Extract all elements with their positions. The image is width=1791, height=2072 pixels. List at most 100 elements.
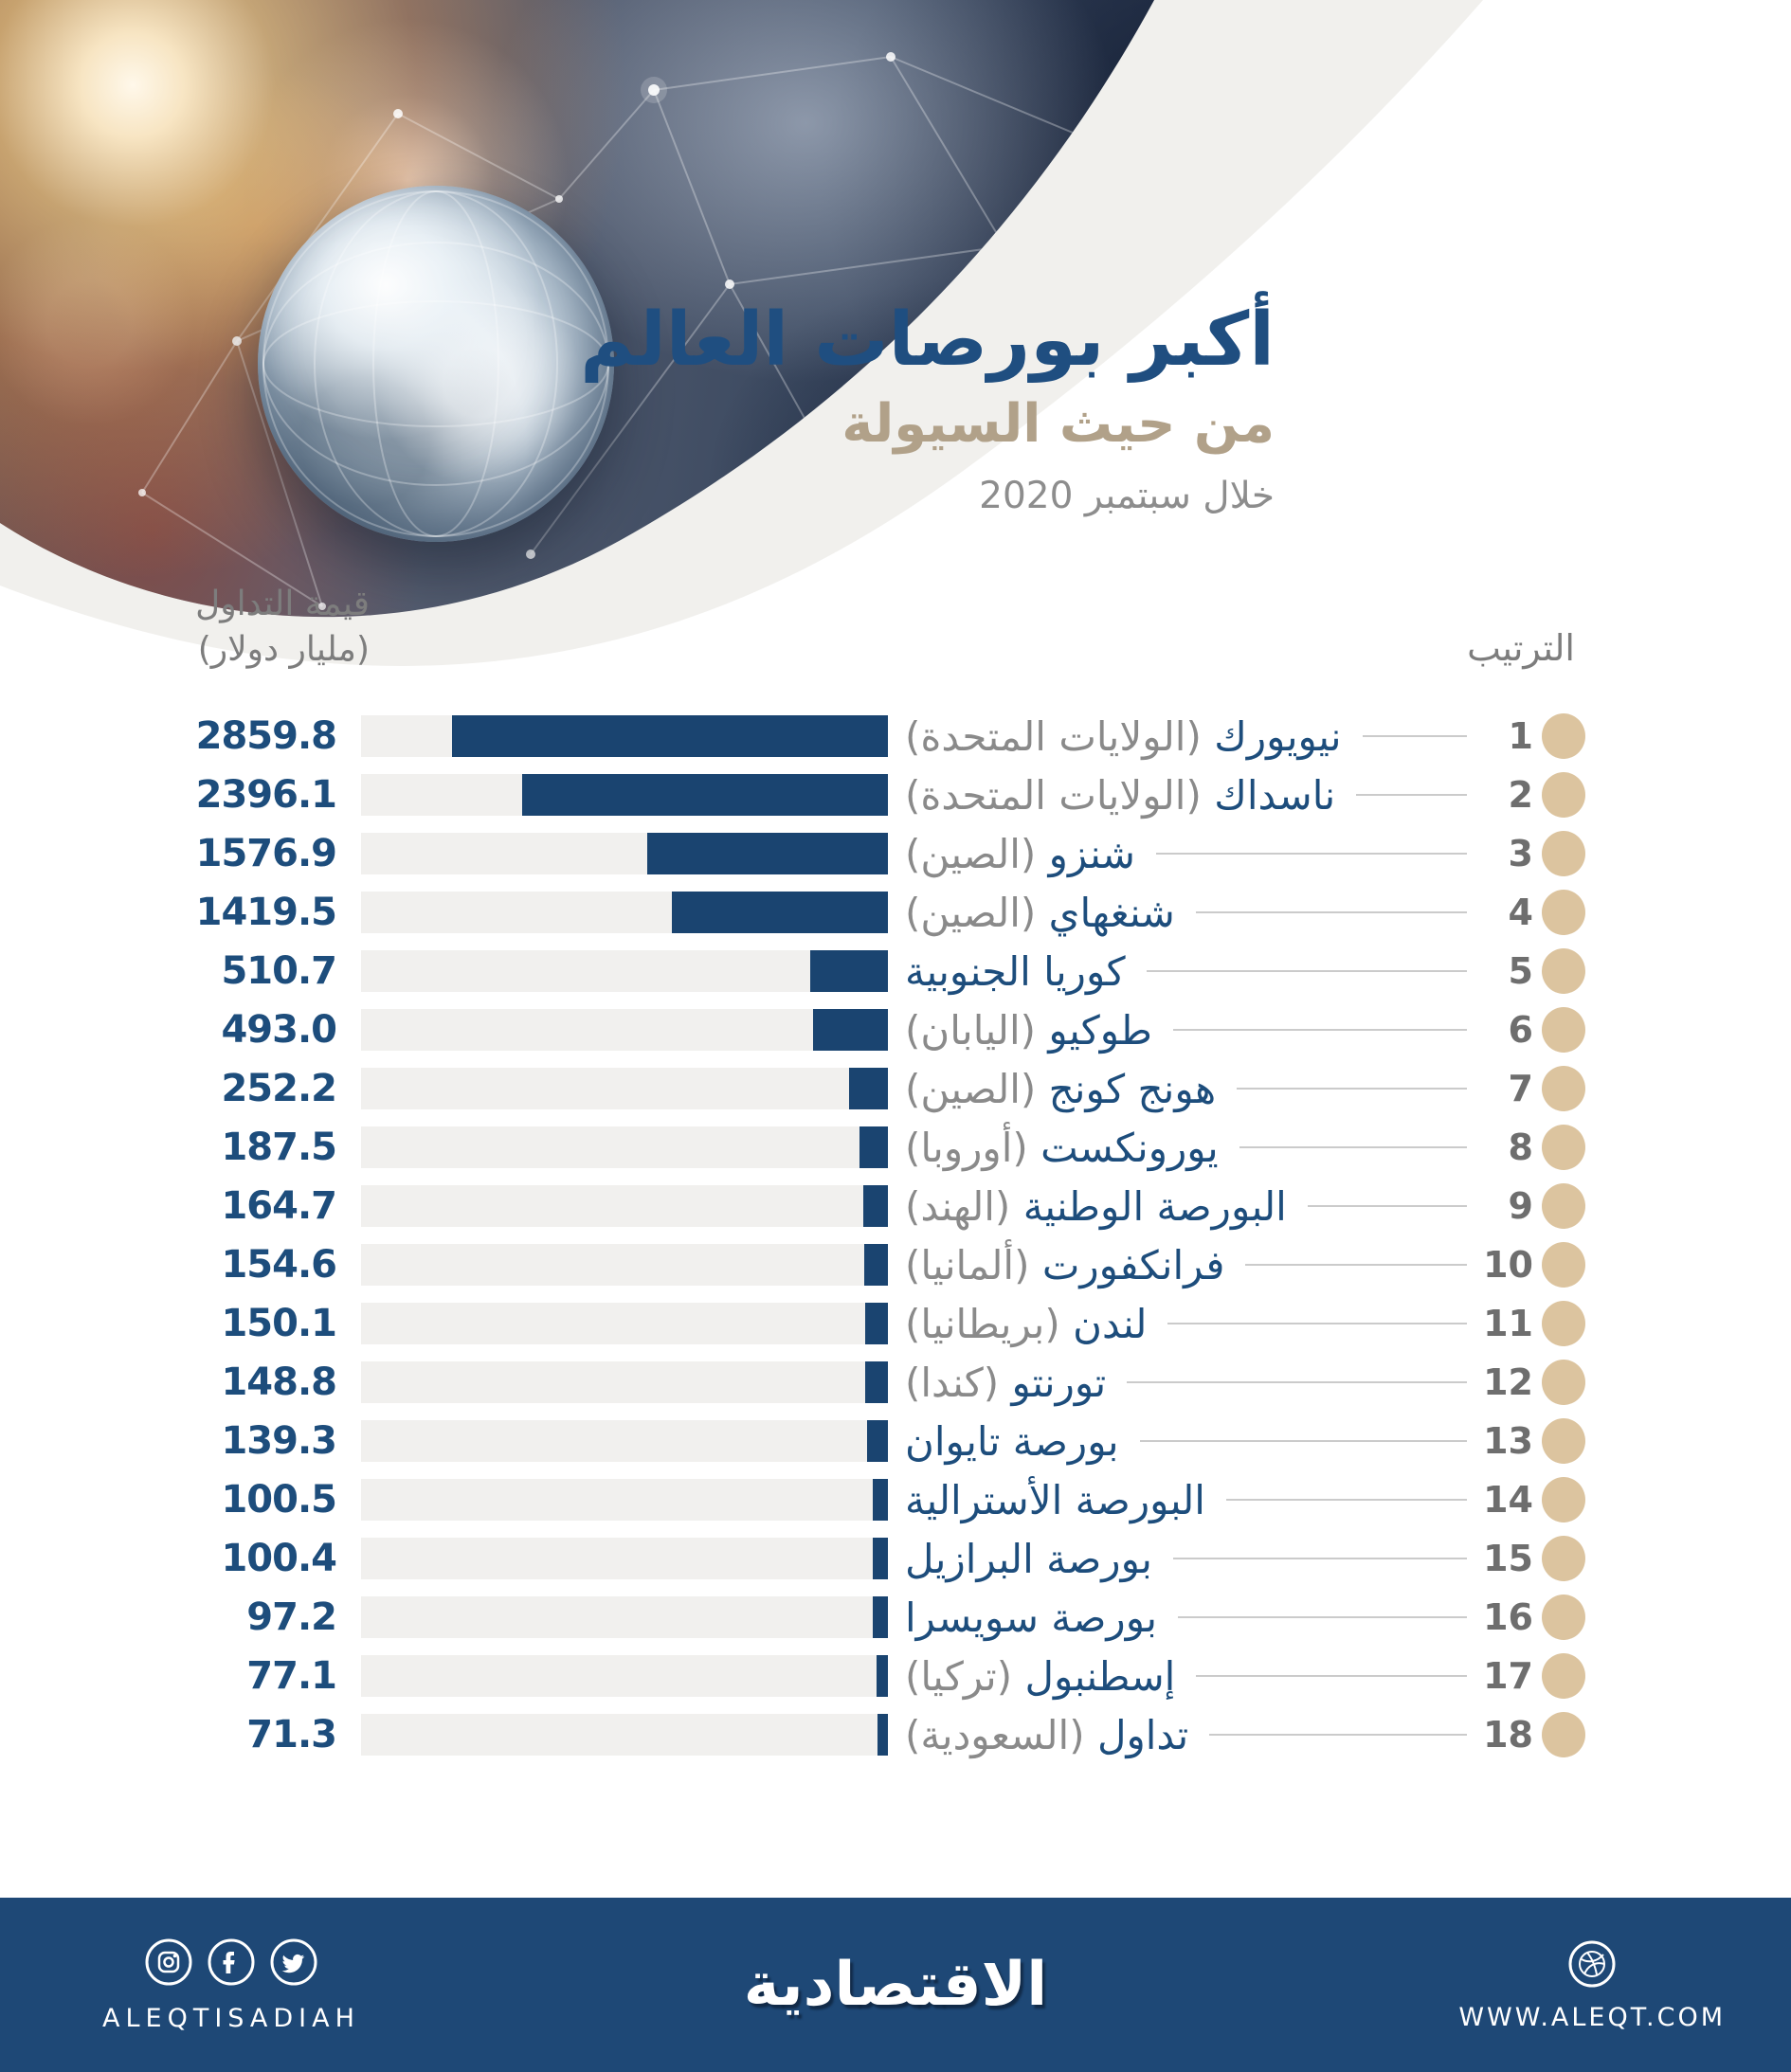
chart-row: 97.2 بورصة سويسرا 16 bbox=[0, 1588, 1791, 1647]
row-country: (الصين) bbox=[905, 830, 1037, 877]
row-label: شنزو (الصين) bbox=[905, 831, 1135, 877]
connector-line bbox=[1356, 794, 1467, 796]
rank-dot bbox=[1542, 713, 1585, 759]
row-country: (السعودية) bbox=[905, 1711, 1085, 1758]
footer-bar: ALEQTISADIAH الاقتصادية WWW.ALEQT.COM bbox=[0, 1898, 1791, 2072]
row-rank: 7 bbox=[1508, 1068, 1533, 1109]
row-label: تداول (السعودية) bbox=[905, 1712, 1188, 1758]
twitter-icon[interactable] bbox=[269, 1937, 318, 1987]
globe-image bbox=[258, 186, 614, 542]
row-value: 187.5 bbox=[221, 1126, 337, 1169]
row-exchange: كوريا الجنوبية bbox=[905, 947, 1126, 995]
bar-fill bbox=[864, 1303, 888, 1344]
connector-line bbox=[1307, 1205, 1467, 1207]
row-label: هونج كونج (الصين) bbox=[905, 1066, 1216, 1112]
row-rank: 6 bbox=[1508, 1009, 1533, 1051]
footer-website[interactable]: WWW.ALEQT.COM bbox=[1458, 2002, 1726, 2032]
social-icons bbox=[144, 1937, 318, 1987]
rank-axis-header: الترتيب bbox=[1467, 627, 1575, 669]
connector-line bbox=[1172, 1029, 1467, 1031]
row-label: بورصة سويسرا bbox=[905, 1595, 1157, 1641]
row-country: (كندا) bbox=[905, 1359, 1000, 1406]
connector-line bbox=[1362, 735, 1467, 737]
chart-row: 2396.1 ناسداك (الولايات المتحدة) 2 bbox=[0, 766, 1791, 824]
row-exchange: هونج كونج bbox=[1048, 1065, 1217, 1112]
row-rank: 12 bbox=[1483, 1361, 1533, 1403]
bar-fill bbox=[877, 1714, 888, 1756]
row-exchange: تداول bbox=[1096, 1711, 1189, 1758]
bar-track bbox=[361, 1714, 888, 1756]
rank-dot bbox=[1542, 1125, 1585, 1170]
instagram-icon[interactable] bbox=[144, 1937, 193, 1987]
bar-track bbox=[361, 1596, 888, 1638]
chart-row: 187.5 يورونكست (أوروبا) 8 bbox=[0, 1118, 1791, 1177]
rank-dot bbox=[1542, 1183, 1585, 1229]
row-rank: 17 bbox=[1483, 1655, 1533, 1697]
bar-track bbox=[361, 1538, 888, 1579]
connector-line bbox=[1239, 1146, 1467, 1148]
connector-line bbox=[1172, 1558, 1467, 1559]
row-value: 1576.9 bbox=[195, 832, 337, 875]
connector-line bbox=[1146, 970, 1467, 972]
chart-rows: 2859.8 نيويورك (الولايات المتحدة) 1 2396… bbox=[0, 707, 1791, 1764]
dribbble-icon[interactable] bbox=[1566, 1938, 1618, 1990]
row-label: يورونكست (أوروبا) bbox=[905, 1125, 1219, 1171]
row-value: 150.1 bbox=[221, 1302, 337, 1345]
rank-dot bbox=[1542, 948, 1585, 994]
row-label: فرانكفورت (ألمانيا) bbox=[905, 1242, 1224, 1288]
connector-line bbox=[1167, 1323, 1467, 1324]
row-value: 2396.1 bbox=[195, 773, 337, 817]
bar-fill bbox=[866, 1420, 888, 1462]
row-rank: 1 bbox=[1508, 715, 1533, 757]
row-exchange: شنزو bbox=[1048, 830, 1135, 877]
bar-track bbox=[361, 774, 888, 816]
row-exchange: ناسداك bbox=[1214, 771, 1336, 819]
chart-row: 510.7 كوريا الجنوبية 5 bbox=[0, 942, 1791, 1000]
chart-row: 100.4 بورصة البرازيل 15 bbox=[0, 1529, 1791, 1588]
rank-dot bbox=[1542, 890, 1585, 935]
connector-line bbox=[1245, 1264, 1467, 1266]
row-label: بورصة تايوان bbox=[905, 1418, 1119, 1465]
row-label: طوكيو (اليابان) bbox=[905, 1007, 1152, 1054]
connector-line bbox=[1139, 1440, 1467, 1442]
bar-fill bbox=[876, 1655, 888, 1697]
row-label: البورصة الأسترالية bbox=[905, 1477, 1205, 1523]
row-country: (اليابان) bbox=[905, 1006, 1037, 1054]
rank-dot bbox=[1542, 1066, 1585, 1111]
footer-social-block: ALEQTISADIAH bbox=[102, 1898, 360, 2072]
row-rank: 15 bbox=[1483, 1538, 1533, 1579]
chart-row: 71.3 تداول (السعودية) 18 bbox=[0, 1705, 1791, 1764]
row-exchange: البورصة الأسترالية bbox=[905, 1476, 1205, 1523]
row-rank: 13 bbox=[1483, 1420, 1533, 1462]
row-country: (الولايات المتحدة) bbox=[905, 712, 1202, 760]
bar-fill bbox=[812, 1009, 888, 1051]
chart-row: 1576.9 شنزو (الصين) 3 bbox=[0, 824, 1791, 883]
bar-track bbox=[361, 1361, 888, 1403]
chart-row: 493.0 طوكيو (اليابان) 6 bbox=[0, 1000, 1791, 1059]
bar-track bbox=[361, 1479, 888, 1521]
bar-fill bbox=[451, 715, 888, 757]
row-exchange: بورصة البرازيل bbox=[905, 1535, 1152, 1582]
bar-fill bbox=[872, 1538, 888, 1579]
row-rank: 4 bbox=[1508, 892, 1533, 933]
row-rank: 14 bbox=[1483, 1479, 1533, 1521]
facebook-icon[interactable] bbox=[207, 1937, 256, 1987]
row-rank: 3 bbox=[1508, 833, 1533, 874]
rank-dot bbox=[1542, 831, 1585, 876]
row-rank: 9 bbox=[1508, 1185, 1533, 1227]
bar-track bbox=[361, 1126, 888, 1168]
bar-fill bbox=[873, 1596, 888, 1638]
row-value: 252.2 bbox=[221, 1067, 337, 1110]
row-label: البورصة الوطنية (الهند) bbox=[905, 1183, 1287, 1230]
bar-track bbox=[361, 1244, 888, 1286]
bar-track bbox=[361, 715, 888, 757]
row-label: بورصة البرازيل bbox=[905, 1536, 1152, 1582]
row-label: تورنتو (كندا) bbox=[905, 1360, 1106, 1406]
chart-row: 150.1 لندن (بريطانيا) 11 bbox=[0, 1294, 1791, 1353]
period-label: خلال سبتمبر 2020 bbox=[979, 474, 1275, 517]
row-value: 71.3 bbox=[246, 1713, 337, 1757]
row-label: شنغهاي (الصين) bbox=[905, 890, 1175, 936]
row-exchange: بورصة تايوان bbox=[905, 1417, 1119, 1465]
row-exchange: طوكيو bbox=[1048, 1006, 1152, 1054]
connector-line bbox=[1237, 1088, 1467, 1090]
